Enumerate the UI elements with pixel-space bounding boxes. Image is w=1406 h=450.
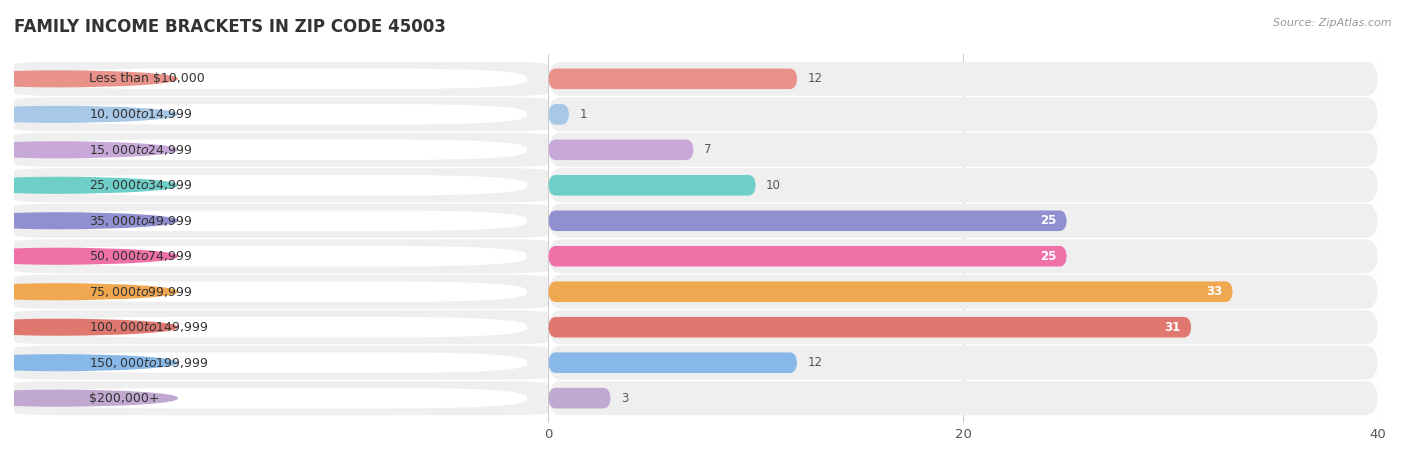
Text: $200,000+: $200,000+: [89, 392, 159, 405]
FancyBboxPatch shape: [14, 133, 548, 167]
FancyBboxPatch shape: [548, 274, 1378, 309]
FancyBboxPatch shape: [14, 62, 548, 96]
FancyBboxPatch shape: [35, 68, 527, 89]
FancyBboxPatch shape: [548, 133, 1378, 167]
FancyBboxPatch shape: [14, 381, 548, 415]
FancyBboxPatch shape: [548, 168, 1378, 202]
FancyBboxPatch shape: [548, 104, 569, 125]
FancyBboxPatch shape: [548, 388, 610, 409]
FancyBboxPatch shape: [548, 239, 1378, 273]
FancyBboxPatch shape: [35, 246, 527, 266]
Circle shape: [0, 107, 177, 122]
FancyBboxPatch shape: [548, 317, 1191, 338]
FancyBboxPatch shape: [548, 346, 1378, 380]
Text: 25: 25: [1040, 214, 1056, 227]
Circle shape: [0, 390, 177, 406]
Circle shape: [0, 142, 177, 157]
FancyBboxPatch shape: [548, 246, 1067, 266]
Text: $75,000 to $99,999: $75,000 to $99,999: [89, 285, 193, 299]
Text: FAMILY INCOME BRACKETS IN ZIP CODE 45003: FAMILY INCOME BRACKETS IN ZIP CODE 45003: [14, 18, 446, 36]
FancyBboxPatch shape: [35, 140, 527, 160]
FancyBboxPatch shape: [35, 388, 527, 409]
Text: 33: 33: [1206, 285, 1222, 298]
Text: $15,000 to $24,999: $15,000 to $24,999: [89, 143, 193, 157]
Circle shape: [0, 355, 177, 370]
FancyBboxPatch shape: [35, 211, 527, 231]
Circle shape: [0, 248, 177, 264]
FancyBboxPatch shape: [548, 310, 1378, 344]
FancyBboxPatch shape: [548, 175, 756, 196]
Text: 3: 3: [621, 392, 628, 405]
FancyBboxPatch shape: [14, 346, 548, 380]
FancyBboxPatch shape: [548, 97, 1378, 131]
Text: $150,000 to $199,999: $150,000 to $199,999: [89, 356, 208, 370]
FancyBboxPatch shape: [548, 281, 1233, 302]
FancyBboxPatch shape: [14, 310, 548, 344]
FancyBboxPatch shape: [14, 274, 548, 309]
FancyBboxPatch shape: [35, 175, 527, 196]
Text: 10: 10: [766, 179, 780, 192]
FancyBboxPatch shape: [548, 211, 1067, 231]
FancyBboxPatch shape: [35, 352, 527, 373]
Circle shape: [0, 320, 177, 335]
FancyBboxPatch shape: [14, 168, 548, 202]
Text: $35,000 to $49,999: $35,000 to $49,999: [89, 214, 193, 228]
FancyBboxPatch shape: [14, 97, 548, 131]
FancyBboxPatch shape: [548, 352, 797, 373]
FancyBboxPatch shape: [548, 140, 693, 160]
FancyBboxPatch shape: [548, 381, 1378, 415]
Text: 12: 12: [807, 72, 823, 86]
Text: Source: ZipAtlas.com: Source: ZipAtlas.com: [1274, 18, 1392, 28]
Circle shape: [0, 71, 177, 87]
FancyBboxPatch shape: [14, 204, 548, 238]
FancyBboxPatch shape: [548, 62, 1378, 96]
Text: 31: 31: [1164, 321, 1181, 334]
FancyBboxPatch shape: [548, 204, 1378, 238]
Text: Less than $10,000: Less than $10,000: [89, 72, 205, 86]
Text: 25: 25: [1040, 250, 1056, 263]
FancyBboxPatch shape: [14, 239, 548, 273]
Circle shape: [0, 213, 177, 229]
FancyBboxPatch shape: [35, 317, 527, 338]
FancyBboxPatch shape: [548, 68, 797, 89]
FancyBboxPatch shape: [35, 281, 527, 302]
Text: 12: 12: [807, 356, 823, 369]
Text: 1: 1: [579, 108, 586, 121]
Text: $25,000 to $34,999: $25,000 to $34,999: [89, 178, 193, 192]
Text: 7: 7: [704, 143, 711, 156]
Circle shape: [0, 177, 177, 193]
Text: $10,000 to $14,999: $10,000 to $14,999: [89, 107, 193, 122]
Circle shape: [0, 284, 177, 300]
Text: $100,000 to $149,999: $100,000 to $149,999: [89, 320, 208, 334]
FancyBboxPatch shape: [35, 104, 527, 125]
Text: $50,000 to $74,999: $50,000 to $74,999: [89, 249, 193, 263]
